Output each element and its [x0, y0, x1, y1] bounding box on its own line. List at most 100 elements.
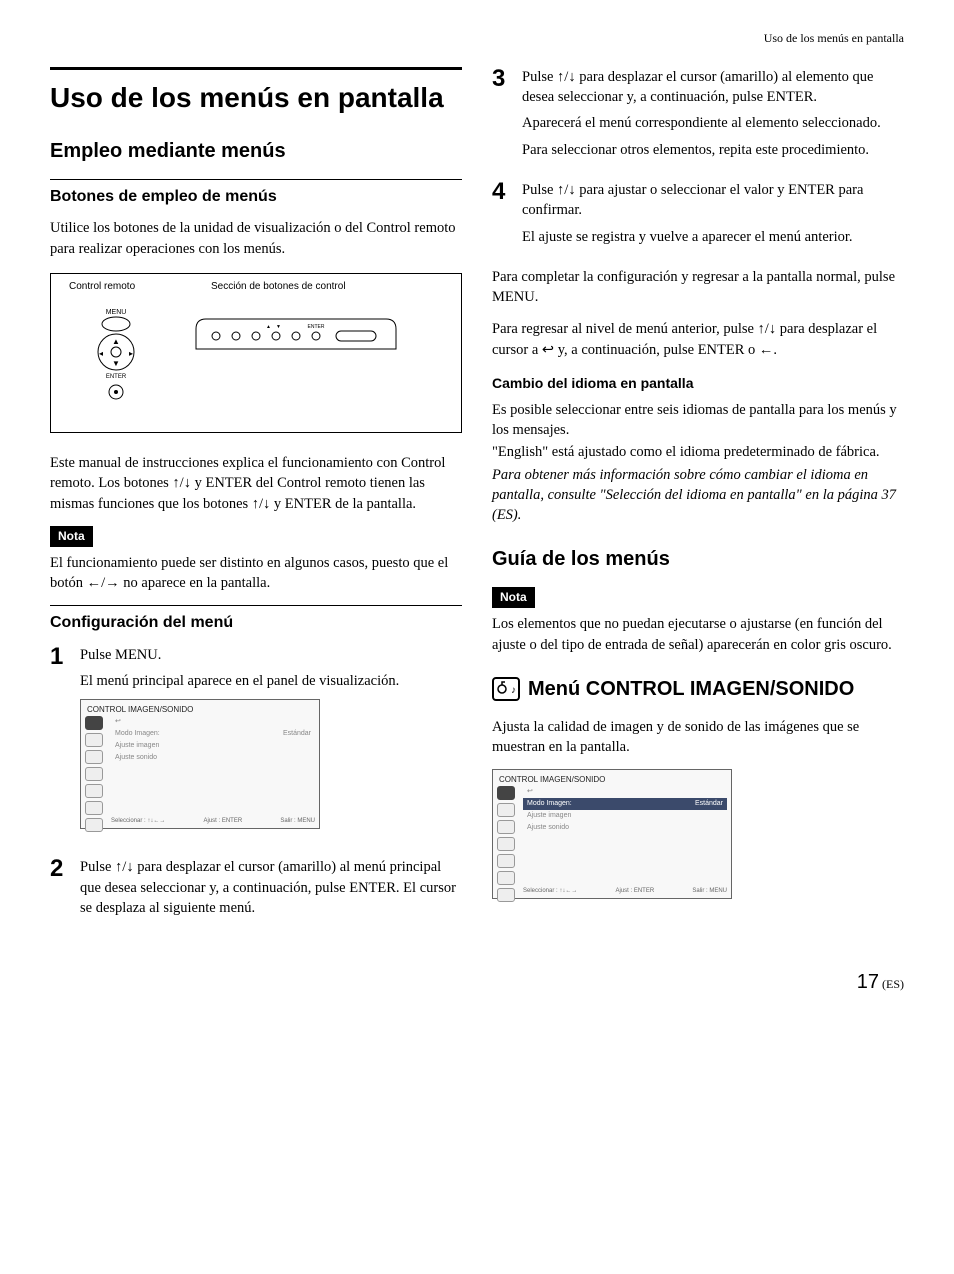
- ms-icon: [85, 750, 103, 764]
- page-title: Uso de los menús en pantalla: [50, 78, 462, 117]
- ms-icon: [85, 801, 103, 815]
- h3-botones: Botones de empleo de menús: [50, 186, 462, 208]
- enter-label: ENTER: [106, 374, 127, 380]
- label-remote: Control remoto: [69, 280, 135, 294]
- svg-text:▼: ▼: [112, 359, 120, 368]
- menu-screenshot-1: CONTROL IMAGEN/SONIDO ↩ Modo Imagen:Está…: [80, 699, 320, 829]
- step2-text: Pulse ↑/↓ para desplazar el cursor (amar…: [80, 857, 462, 918]
- svg-text:ENTER: ENTER: [308, 324, 325, 330]
- step-num-4: 4: [492, 180, 512, 253]
- ms-r1-label: Modo Imagen:: [115, 729, 283, 739]
- right-column: 3 Pulse ↑/↓ para desplazar el cursor (am…: [492, 67, 904, 938]
- ms-f-menu: MENU: [297, 818, 315, 824]
- ms-f-enter: ENTER: [222, 818, 242, 824]
- p-nota-1: El funcionamiento puede ser distinto en …: [50, 553, 462, 594]
- ms-f-sel: Seleccionar :: [111, 818, 146, 824]
- picture-sound-icon: ♪: [492, 677, 520, 701]
- ms-icon: [85, 767, 103, 781]
- nota-badge-1: Nota: [50, 526, 93, 547]
- ms-icon: [497, 871, 515, 885]
- ms-r1-val: Estándar: [695, 799, 723, 809]
- ms-f-salir: Salir :: [280, 818, 295, 824]
- step-2: 2 Pulse ↑/↓ para desplazar el cursor (am…: [50, 857, 462, 924]
- ms-row1-hl: Modo Imagen:Estándar: [523, 798, 727, 810]
- p-cambio1: Es posible seleccionar entre seis idioma…: [492, 400, 904, 441]
- step3-a: Pulse ↑/↓ para desplazar el cursor (amar…: [522, 67, 904, 108]
- menu-label: MENU: [106, 309, 127, 316]
- step1-b: El menú principal aparece en el panel de…: [80, 671, 462, 691]
- ms-icon: [85, 818, 103, 832]
- label-section: Sección de botones de control: [211, 280, 346, 294]
- p-nota-2: Los elementos que no puedan ejecutarse o…: [492, 614, 904, 655]
- panel-svg: ▲ ▼ ENTER: [191, 314, 401, 364]
- step4-b: El ajuste se registra y vuelve a aparece…: [522, 227, 904, 247]
- svg-text:▲: ▲: [112, 337, 120, 346]
- step-4: 4 Pulse ↑/↓ para ajustar o seleccionar e…: [492, 180, 904, 253]
- step-3: 3 Pulse ↑/↓ para desplazar el cursor (am…: [492, 67, 904, 166]
- ms-f-enter: ENTER: [634, 888, 654, 894]
- step-1: 1 Pulse MENU. El menú principal aparece …: [50, 645, 462, 844]
- rule-config: [50, 605, 462, 606]
- remote-diagram: Control remoto Sección de botones de con…: [50, 273, 462, 433]
- menu-screenshot-2: CONTROL IMAGEN/SONIDO ↩ Modo Imagen:Está…: [492, 769, 732, 899]
- ms-icon: [497, 837, 515, 851]
- p-botones: Utilice los botones de la unidad de visu…: [50, 218, 462, 259]
- ms2-content: ↩ Modo Imagen:Estándar Ajuste imagen Aju…: [523, 786, 727, 833]
- menu-heading-text: Menú CONTROL IMAGEN/SONIDO: [528, 675, 854, 703]
- ms-row3: Ajuste sonido: [523, 822, 727, 834]
- step3-c: Para seleccionar otros elementos, repita…: [522, 140, 904, 160]
- ms1-sidebar: [85, 716, 107, 832]
- h2-guia: Guía de los menús: [492, 545, 904, 573]
- h2-empleo: Empleo mediante menús: [50, 137, 462, 165]
- ms-r3: Ajuste sonido: [527, 823, 723, 833]
- svg-text:♪: ♪: [511, 685, 516, 696]
- ms-row2: Ajuste imagen: [111, 740, 315, 752]
- page-num-big: 17: [857, 971, 879, 993]
- ms-r2: Ajuste imagen: [527, 811, 723, 821]
- ms-r1-label: Modo Imagen:: [527, 799, 695, 809]
- step1-a: Pulse MENU.: [80, 645, 462, 665]
- svg-text:▸: ▸: [129, 349, 133, 358]
- ms-f-sel: Seleccionar :: [523, 888, 558, 894]
- ms2-title: CONTROL IMAGEN/SONIDO: [499, 774, 605, 785]
- ms-r1-val: Estándar: [283, 729, 311, 739]
- ms-icon: [497, 854, 515, 868]
- ms-r2: Ajuste imagen: [115, 741, 311, 751]
- ms2-sidebar: [497, 786, 519, 902]
- left-column: Uso de los menús en pantalla Empleo medi…: [50, 67, 462, 938]
- ms-row3: Ajuste sonido: [111, 752, 315, 764]
- ms-f-aj: Ajust :: [615, 888, 632, 894]
- p-manual: Este manual de instrucciones explica el …: [50, 453, 462, 514]
- step4-a: Pulse ↑/↓ para ajustar o seleccionar el …: [522, 180, 904, 221]
- ms-icon: [497, 803, 515, 817]
- h3-config: Configuración del menú: [50, 612, 462, 634]
- svg-text:▲: ▲: [266, 324, 271, 330]
- ms-f-salir: Salir :: [692, 888, 707, 894]
- ms-row2: Ajuste imagen: [523, 810, 727, 822]
- ms2-footer: Seleccionar : ↑↓←→ Ajust : ENTER Salir :…: [523, 887, 727, 895]
- ms-back: ↩: [111, 716, 315, 728]
- ms-f-menu: MENU: [709, 888, 727, 894]
- ms-back: ↩: [523, 786, 727, 798]
- ms1-content: ↩ Modo Imagen:Estándar Ajuste imagen Aju…: [111, 716, 315, 763]
- step-num-2: 2: [50, 857, 70, 924]
- step-num-1: 1: [50, 645, 70, 844]
- ms-icon: [497, 888, 515, 902]
- remote-svg: MENU ▲ ▼ ◂ ▸ ENTER: [71, 304, 161, 414]
- ms-icon: [497, 786, 515, 800]
- page-number: 17 (ES): [50, 968, 904, 996]
- rule-botones: [50, 179, 462, 180]
- nota-badge-2: Nota: [492, 587, 535, 608]
- ms1-title: CONTROL IMAGEN/SONIDO: [87, 704, 193, 715]
- step-num-3: 3: [492, 67, 512, 166]
- p-ajusta: Ajusta la calidad de imagen y de sonido …: [492, 717, 904, 758]
- p-cambio2: "English" está ajustado como el idioma p…: [492, 442, 904, 462]
- p-cambio3: Para obtener más información sobre cómo …: [492, 465, 904, 526]
- menu-heading-row: ♪ Menú CONTROL IMAGEN/SONIDO: [492, 675, 904, 703]
- h4-cambio: Cambio del idioma en pantalla: [492, 374, 904, 394]
- svg-text:▼: ▼: [276, 324, 281, 330]
- running-header: Uso de los menús en pantalla: [50, 30, 904, 47]
- p-regresar: Para regresar al nivel de menú anterior,…: [492, 319, 904, 360]
- ms-icon: [85, 716, 103, 730]
- page-num-suffix: (ES): [882, 977, 904, 991]
